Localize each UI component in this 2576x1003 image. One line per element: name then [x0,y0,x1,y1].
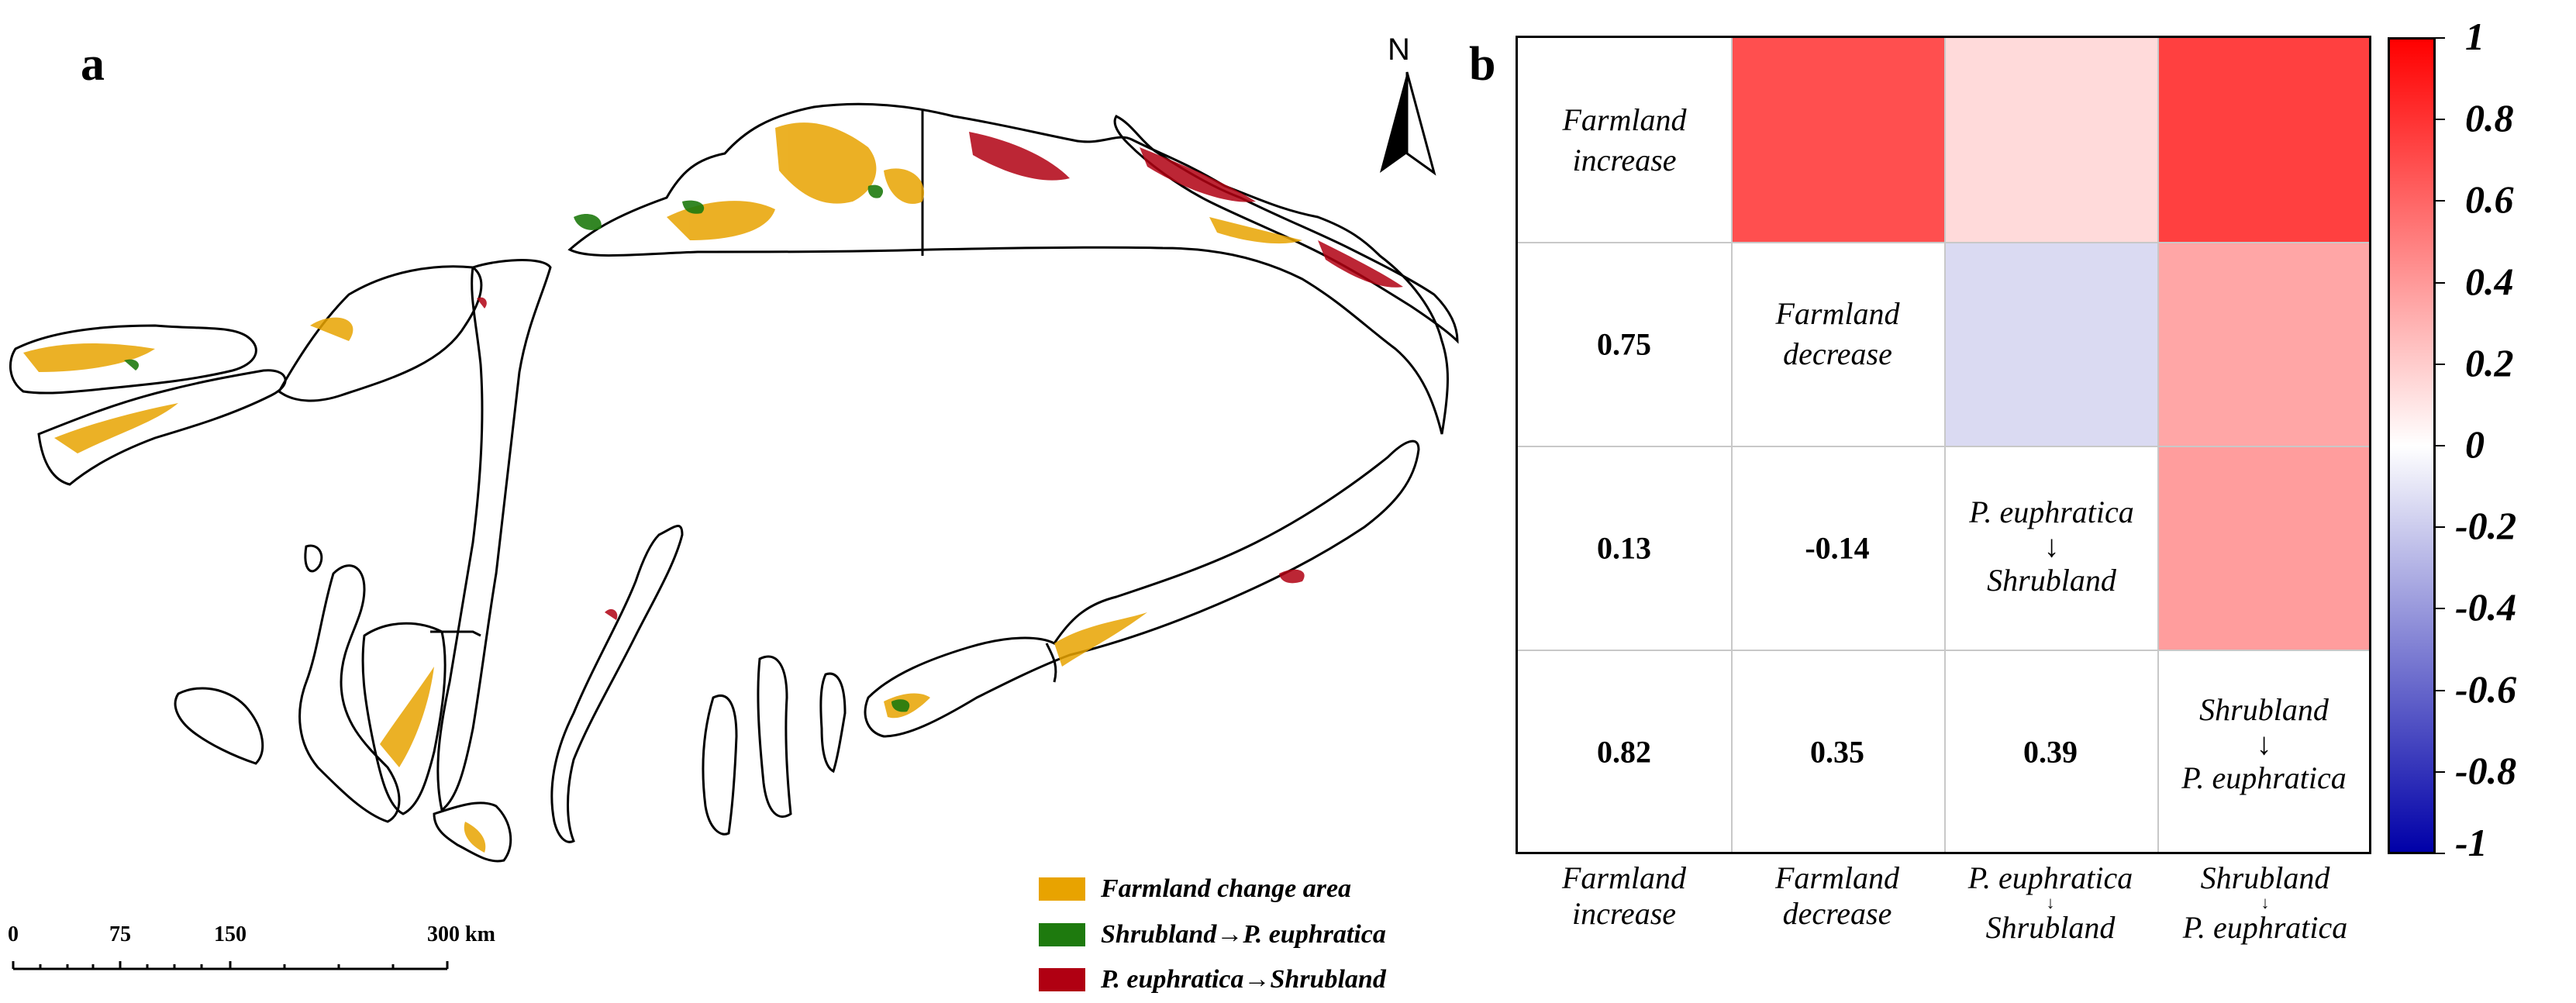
x-label-farmland-decrease: Farmland decrease [1775,860,1899,931]
colorbar-tick: -0.4 [2455,585,2517,629]
legend-item-shrub-to-euphratica: Shrubland→P. euphratica [1039,920,1386,950]
corr-value: 0.13 [1597,530,1651,566]
map-region-west-1 [9,324,257,395]
map-region-west-2 [37,369,287,486]
corr-value: -0.14 [1805,530,1870,566]
colorbar-ticks: 1 0.8 0.6 0.4 0.2 0 -0.2 -0.4 -0.6 -0.8 … [2436,15,2575,864]
map-region-central-lower [361,622,447,815]
colorbar [2388,37,2436,854]
legend-item-farmland: Farmland change area [1039,874,1351,904]
map-region-south-bottom [433,801,512,863]
corr-value: 0.35 [1810,734,1864,770]
map-region-central-south [298,564,401,823]
scale-tick-300: 300 km [427,922,495,946]
down-arrow-icon: ↓ [2256,726,2272,761]
matrix-cell-color [1946,38,2157,242]
down-arrow-icon: ↓ [2046,893,2055,912]
panel-b-label: b [1469,38,1496,91]
north-arrow-icon [1380,71,1436,176]
map-region-central-spine [436,259,552,812]
corr-value: 0.39 [2023,734,2078,770]
scale-bar-line [12,961,449,970]
map-region-south-2 [757,655,792,819]
colorbar-tick: -0.6 [2455,667,2517,711]
scale-tick-0: 0 [8,922,19,946]
x-label-shrubland-to-euphratica: Shrubland ↓ P. euphratica [2182,860,2348,945]
colorbar-tick: -1 [2455,821,2488,864]
diagonal-label-euphratica-to-shrubland: P. euphratica ↓ Shrubland [1969,495,2134,598]
colorbar-tick: 0.2 [2465,341,2514,384]
north-label: N [1388,33,1410,67]
diagonal-label-shrubland-to-euphratica: Shrubland ↓ P. euphratica [2181,692,2347,795]
legend-label: Shrubland→P. euphratica [1101,920,1386,949]
diagonal-label-farmland-decrease: Farmland decrease [1775,296,1900,371]
x-label-euphratica-to-shrubland: P. euphratica ↓ Shrubland [1967,860,2133,945]
scale-tick-75: 75 [109,922,131,946]
euphratica-to-shrubland-patches [477,132,1403,620]
panel-a-label: a [81,38,105,91]
shrubland-to-euphratica-patches [124,184,910,712]
colorbar-tick: 0.8 [2465,96,2514,140]
farmland-change-patches [23,122,1302,853]
legend-swatch [1039,923,1085,946]
corr-value: 0.82 [1597,734,1651,770]
map-region-south-1 [702,695,738,836]
legend-label: P. euphratica→Shrubland [1101,965,1386,994]
colorbar-tick: 0.4 [2465,260,2514,303]
legend-item-euphratica-to-shrub: P. euphratica→Shrubland [1039,965,1386,994]
matrix-cell-color [2159,447,2369,650]
map-region-east-arc [864,439,1420,738]
map-region-central-north [278,265,483,402]
matrix-cell-color [1946,243,2157,446]
matrix-cell-color [1733,38,1944,242]
legend-swatch [1039,877,1085,901]
diagonal-label-farmland-increase: Farmland increase [1562,102,1687,178]
map-region-island-1 [304,544,323,573]
map-region-north-belt [567,102,1449,435]
map-region-south-3 [819,672,847,774]
legend-swatch [1039,968,1085,991]
matrix-cell-color [2159,243,2369,446]
colorbar-tick: 0.6 [2465,178,2514,221]
matrix-cell-color [2159,38,2369,242]
correlation-matrix: Farmland increase Farmland decrease P. eup… [1516,36,2371,854]
map-region-center-diagonal [550,525,684,843]
down-arrow-icon: ↓ [2260,893,2270,912]
down-arrow-icon: ↓ [2043,529,2060,564]
map-region-island-2 [174,687,264,765]
x-label-farmland-increase: Farmland increase [1562,860,1686,931]
corr-value: 0.75 [1597,326,1651,362]
colorbar-tick: -0.2 [2455,504,2517,547]
scale-tick-150: 150 [214,922,247,946]
colorbar-tick: 0 [2465,422,2485,466]
colorbar-tick: -0.8 [2455,749,2517,792]
colorbar-tick: 1 [2465,15,2485,58]
legend-label: Farmland change area [1101,874,1352,903]
oasis-map [9,102,1459,863]
matrix-grid [1518,38,2369,852]
